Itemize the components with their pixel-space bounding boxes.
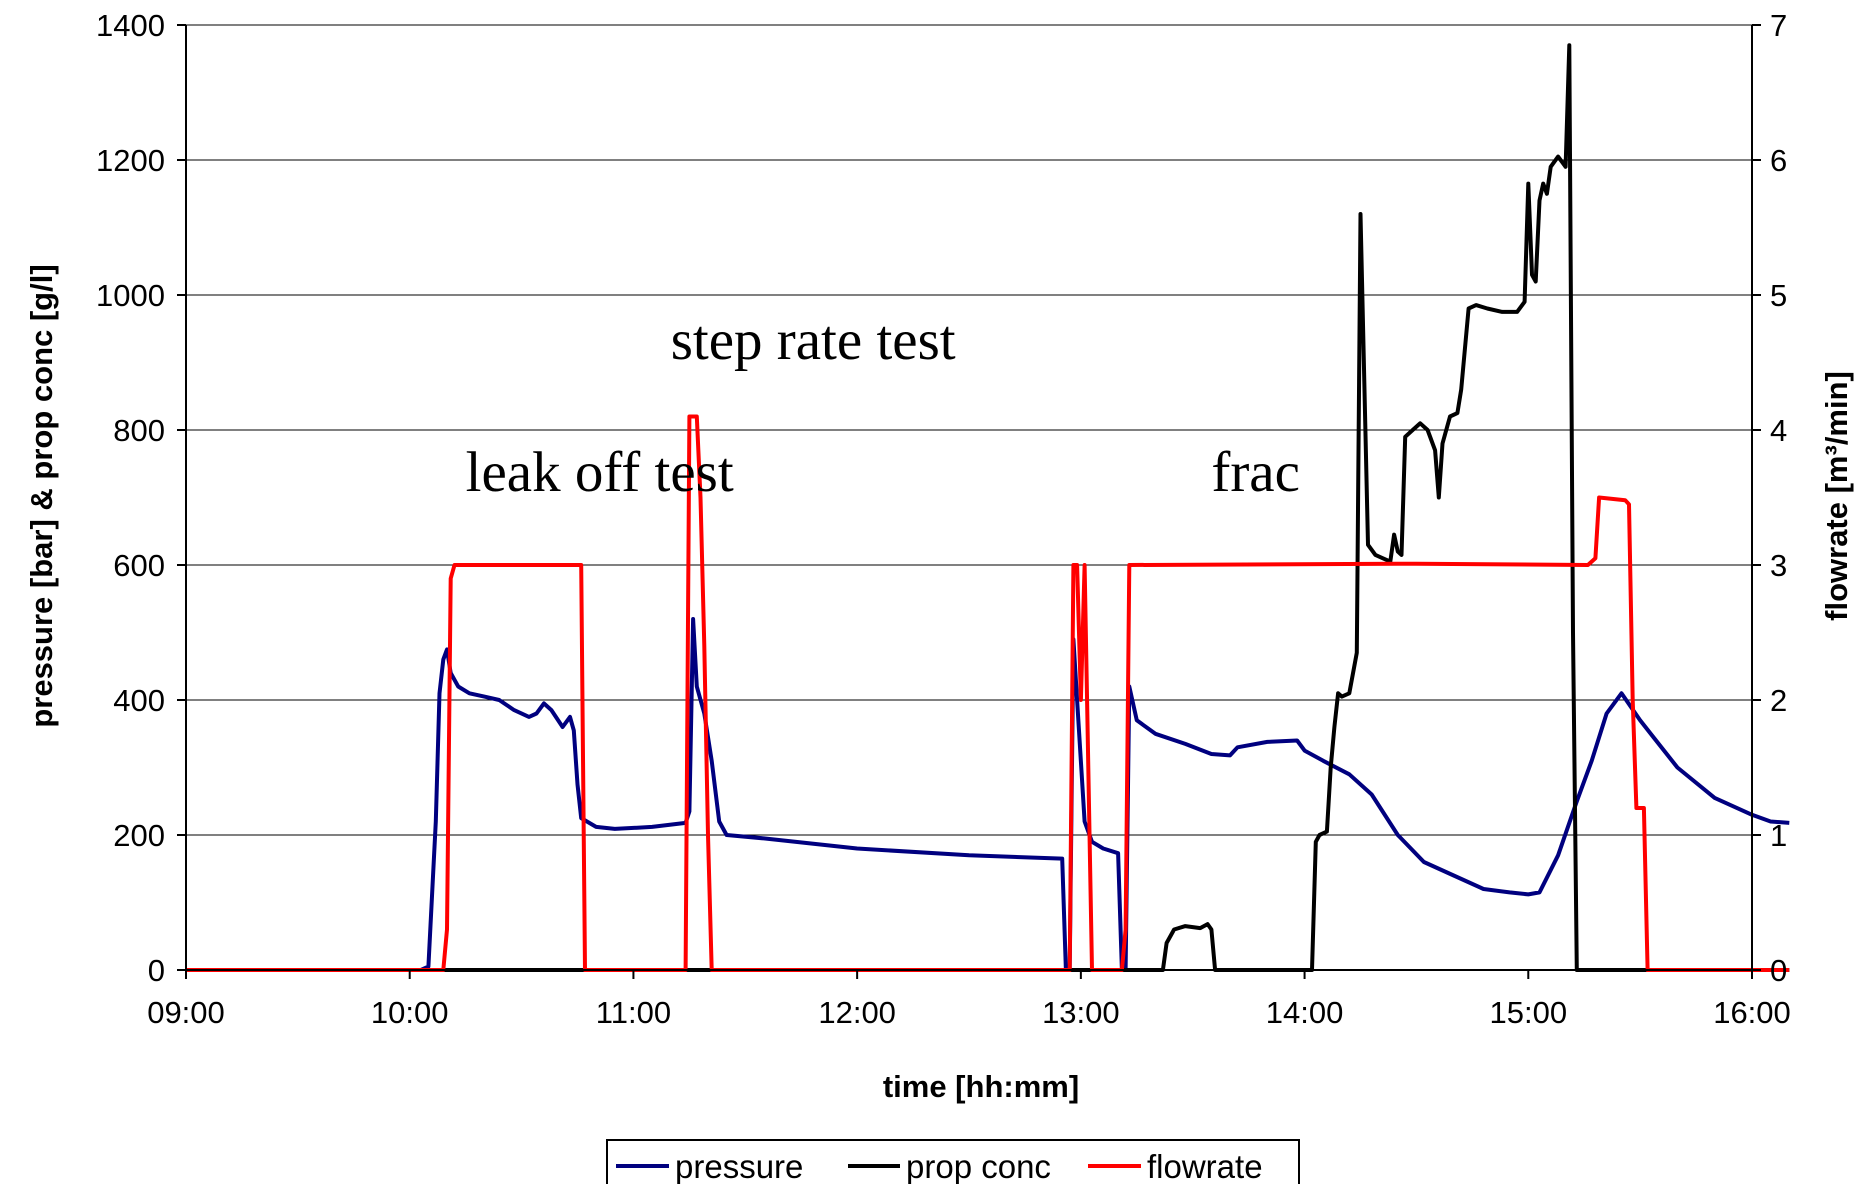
y2-tick-label: 2 <box>1770 683 1787 718</box>
x-tick-label: 11:00 <box>596 995 671 1030</box>
series-layer <box>186 43 1790 972</box>
x-tick-label: 12:00 <box>818 995 896 1030</box>
axes-layer: 0 200 400 600 800 1000 1200 1400 0 1 2 3 4 5 6 7 09:00 10… <box>96 8 1791 1030</box>
x-tick-label: 13:00 <box>1042 995 1120 1030</box>
legend-label-pressure: pressure <box>675 1148 803 1184</box>
annotation-layer: leak off test step rate test frac <box>466 309 1300 504</box>
y-tick-label: 1200 <box>96 143 165 178</box>
y2-tick-label: 6 <box>1770 143 1787 178</box>
y2-tick-label: 5 <box>1770 278 1787 313</box>
annotation-leak-off-test: leak off test <box>466 441 734 504</box>
legend: pressure prop conc flowrate <box>606 1139 1300 1184</box>
x-tick-label: 16:00 <box>1713 995 1791 1030</box>
y2-tick-label: 7 <box>1770 8 1787 43</box>
x-tick-label: 14:00 <box>1266 995 1344 1030</box>
legend-label-prop-conc: prop conc <box>906 1148 1051 1184</box>
annotation-frac: frac <box>1211 441 1300 504</box>
grid-layer <box>186 24 1752 836</box>
y-axis-title: pressure [bar] & prop conc [g/l] <box>24 264 59 727</box>
y-tick-label: 1400 <box>96 8 165 43</box>
legend-label-flowrate: flowrate <box>1147 1148 1263 1184</box>
x-tick-label: 09:00 <box>147 995 225 1030</box>
y2-tick-label: 1 <box>1770 818 1787 853</box>
x-axis-title: time [hh:mm] <box>883 1069 1079 1104</box>
y2-tick-label: 0 <box>1770 953 1787 988</box>
series-line-pressure <box>186 617 1790 972</box>
series-line-flowrate <box>186 414 1790 972</box>
y-tick-label: 0 <box>148 953 165 988</box>
y-tick-label: 800 <box>113 413 165 448</box>
y-tick-label: 600 <box>113 548 165 583</box>
annotation-step-rate-test: step rate test <box>671 309 956 372</box>
y2-tick-label: 3 <box>1770 548 1787 583</box>
y-tick-label: 200 <box>113 818 165 853</box>
y-tick-label: 1000 <box>96 278 165 313</box>
x-tick-label: 10:00 <box>371 995 449 1030</box>
y2-axis-title: flowrate [m³/min] <box>1819 371 1854 621</box>
y2-tick-label: 4 <box>1770 413 1787 448</box>
y-tick-label: 400 <box>113 683 165 718</box>
legend-box <box>606 1139 1300 1184</box>
x-tick-label: 15:00 <box>1489 995 1567 1030</box>
series-line-prop-conc <box>186 43 1790 972</box>
